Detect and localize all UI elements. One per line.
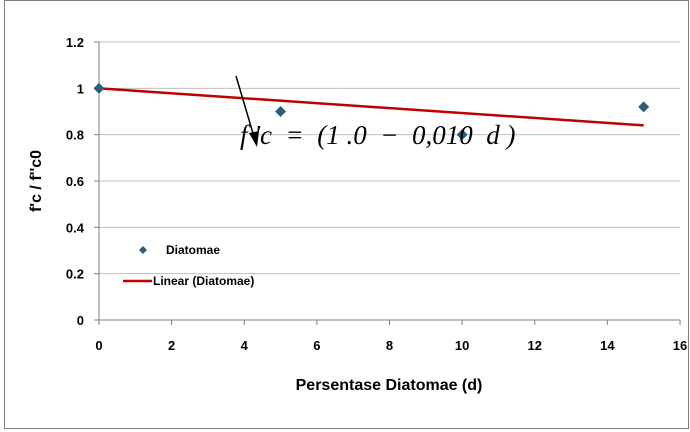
x-tick-label-2: 4 [241, 338, 249, 353]
y-tick-label-4: 0.8 [66, 128, 84, 143]
legend-marker-diatomae [139, 246, 147, 254]
y-tick-label-1: 0.2 [66, 267, 84, 282]
x-tick-group: 0 2 4 6 8 10 12 14 16 [95, 320, 687, 353]
x-tick-label-0: 0 [95, 338, 102, 353]
x-tick-label-6: 12 [528, 338, 542, 353]
gridlines [99, 41, 680, 275]
y-tick-label-2: 0.4 [66, 220, 85, 235]
legend-label-diatomae: Diatomae [166, 243, 220, 257]
point-diatomae-0 [93, 82, 105, 94]
y-tick-label-0: 0 [77, 313, 84, 328]
x-tick-label-7: 14 [600, 338, 615, 353]
x-tick-label-8: 16 [673, 338, 687, 353]
point-diatomae-3 [638, 101, 650, 113]
y-tick-label-5: 1 [77, 81, 84, 96]
point-diatomae-1 [275, 106, 287, 117]
legend: Diatomae Linear (Diatomae) [123, 243, 254, 288]
trendline-linear-diatomae [98, 87, 644, 127]
chart-frame [4, 0, 689, 429]
y-tick-label-6: 1.2 [66, 35, 84, 50]
x-tick-label-5: 10 [455, 338, 469, 353]
equation-annotation: f 'c = (1 .0 − 0,010 d ) [240, 120, 515, 150]
x-tick-label-4: 8 [386, 338, 393, 353]
annotation-arrow [235, 75, 259, 147]
x-tick-label-1: 2 [168, 338, 175, 353]
x-tick-label-3: 6 [313, 338, 320, 353]
y-axis-title: f'c / f''c0 [28, 150, 45, 212]
x-axis-title: Persentase Diatomae (d) [296, 377, 483, 394]
scatter-points [93, 82, 650, 141]
legend-label-linear: Linear (Diatomae) [153, 274, 254, 288]
point-diatomae-2 [456, 129, 468, 141]
y-tick-label-3: 0.6 [66, 174, 84, 189]
